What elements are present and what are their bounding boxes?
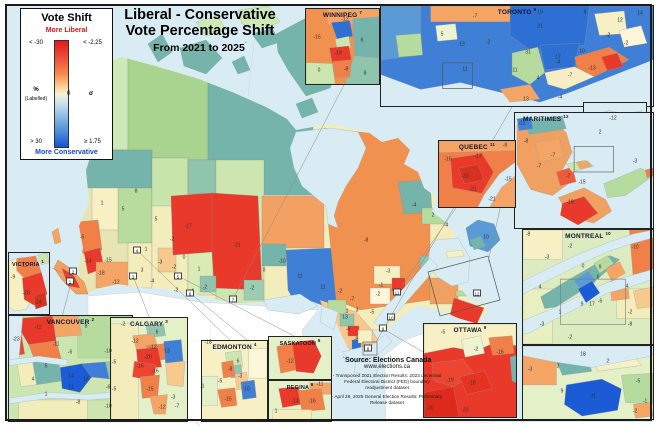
inset-edmonton: EDMONTON 4 [201, 340, 268, 422]
inset-title-winnipeg: WINNIPEG 7 [322, 10, 363, 20]
inset-victoria: VICTORIA 1 [8, 252, 50, 315]
source-url: www.elections.ca [363, 364, 411, 370]
inset-montreal: MONTREAL 10 [522, 229, 654, 345]
legend-title: Vote Shift [41, 12, 92, 24]
leader-line [398, 207, 457, 291]
inset-title-vancouver: VANCOUVER 2 [46, 317, 95, 327]
inset-title-toronto: TORONTO 8 [497, 7, 537, 17]
leader-line [384, 329, 424, 353]
toronto-downtown-marker [442, 62, 473, 89]
inset-winnipeg: WINNIPEG 7 [305, 8, 380, 85]
montreal-zoom-marker [560, 278, 626, 325]
legend-zero-label: 0 [67, 91, 71, 97]
legend-tick: < -30 [29, 40, 43, 46]
inset-maritimes: MARITIMES 12 [514, 112, 654, 229]
legend-vote-shift: Vote Shift More Liberal < -30 < -2.25 % … [20, 8, 113, 160]
toronto-zoom-marker [362, 341, 378, 356]
leader-line [51, 267, 72, 278]
legend-tick: < -2.25 [83, 40, 102, 46]
inset-title-quebec: QUEBEC 11 [458, 142, 496, 152]
leader-line [132, 275, 151, 320]
inset-toronto: TORONTO 8 [380, 5, 654, 107]
inset-calgary: CALGARY 3 [110, 317, 188, 422]
inset-quebec-city: QUEBEC 11 [438, 140, 516, 208]
inset-title-victoria: VICTORIA 1 [12, 259, 45, 268]
maritimes-zoom-marker [427, 255, 501, 317]
page-title: Liberal - Conservative Vote Percentage S… [100, 7, 300, 54]
leader-line [136, 249, 233, 343]
inset-title-edmonton: EDMONTON 4 [212, 342, 257, 352]
inset-ottawa: OTTAWA 9 [423, 323, 517, 418]
source-note-1: - Transposed 2021 Election Results: 2023… [332, 373, 442, 390]
inset-saskatoon: SASKATOON 5 [268, 336, 332, 380]
legend-more-liberal: More Liberal [45, 27, 88, 34]
legend-more-conservative: More Conservative [35, 149, 98, 156]
legend-labelled-label: (Labelled) [24, 96, 48, 102]
pei-zoom-marker [573, 146, 614, 173]
inset-title-maritimes: MARITIMES 12 [523, 114, 569, 124]
source-note: ˙Source: Elections Canada www.elections.… [330, 357, 444, 408]
title-line-2: Vote Percentage Shift [125, 23, 275, 40]
leader-line [177, 275, 299, 339]
inset-title-calgary: CALGARY 3 [130, 319, 168, 329]
subtitle-footnote-mark: ˙ [244, 42, 247, 49]
subtitle: From 2021 to 2025˙ [153, 42, 247, 55]
inset-title-montreal: MONTREAL 10 [565, 231, 611, 241]
title-line-1: Liberal - Conservative [124, 7, 276, 23]
legend-tick: > 30 [30, 139, 42, 145]
inset-montreal-south-detail [522, 345, 654, 420]
legend-sigma-label: σ [88, 91, 94, 97]
leader-line [61, 282, 72, 318]
legend-tick: ≥ 1.75 [84, 139, 101, 145]
legend-color-ramp [54, 40, 69, 148]
legend-percent-label: % [33, 87, 39, 93]
inset-title-saskatoon: SASKATOON 5 [279, 338, 321, 347]
source-note-2: - April 28, 2025 General Election Result… [331, 393, 443, 405]
source-title: ˙Source: Elections Canada [342, 357, 432, 364]
leader-line [232, 84, 345, 300]
inset-regina: REGINA 6 [268, 380, 332, 422]
inset-title-ottawa: OTTAWA 9 [453, 325, 487, 335]
inset-title-regina: REGINA 6 [286, 382, 314, 391]
